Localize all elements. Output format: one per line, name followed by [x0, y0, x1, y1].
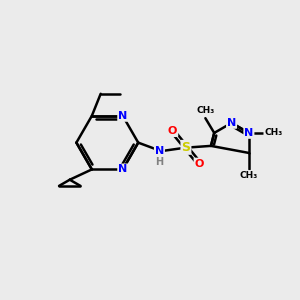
Text: N: N: [155, 146, 164, 156]
Text: N: N: [118, 111, 128, 121]
Text: H: H: [155, 157, 164, 167]
Text: N: N: [118, 164, 128, 174]
Text: CH₃: CH₃: [196, 106, 214, 115]
Text: CH₃: CH₃: [240, 171, 258, 180]
Text: N: N: [227, 118, 236, 128]
Text: CH₃: CH₃: [264, 128, 283, 137]
Text: S: S: [182, 141, 190, 154]
Text: N: N: [244, 128, 254, 138]
Text: O: O: [168, 126, 177, 136]
Text: O: O: [194, 158, 204, 169]
